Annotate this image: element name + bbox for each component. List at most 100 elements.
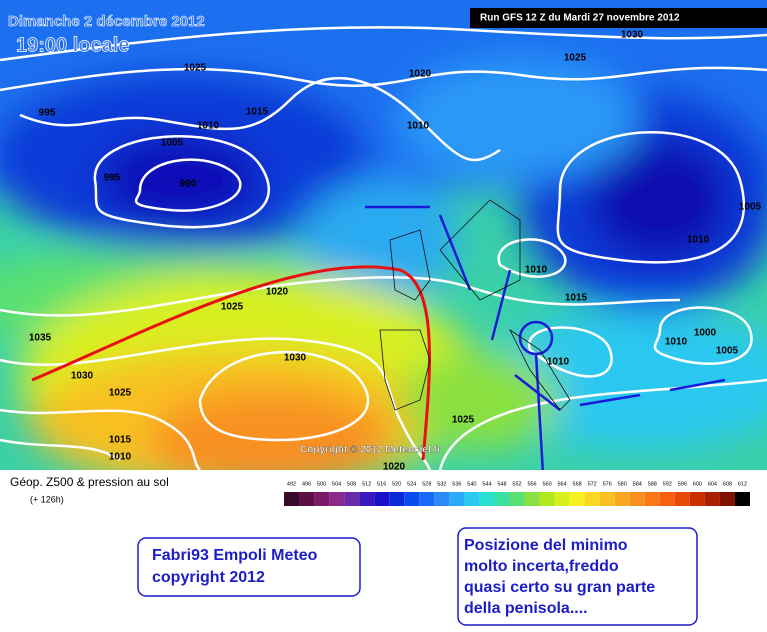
isobar-label: 995	[104, 173, 121, 184]
scale-label: 612	[738, 481, 747, 487]
copyright: Copyright © 2012 Meteociel.fr	[300, 445, 441, 456]
legend-title: Géop. Z500 & pression au sol	[10, 475, 169, 489]
scale-label: 508	[347, 481, 356, 487]
scale-label: 548	[497, 481, 506, 487]
isobar-label: 1005	[716, 346, 739, 357]
scale-swatch	[479, 492, 495, 506]
scale-label: 600	[693, 481, 702, 487]
scale-label: 516	[377, 481, 386, 487]
scale-label: 568	[573, 481, 582, 487]
scale-swatch	[464, 492, 480, 506]
isobar-label: 1010	[407, 121, 430, 132]
scale-label: 572	[588, 481, 597, 487]
scale-swatch	[554, 492, 570, 506]
scale-swatch	[374, 492, 390, 506]
comment: Posizione del minimo molto incerta,freddo…	[464, 537, 655, 617]
scale-swatch	[629, 492, 645, 506]
scale-swatch	[674, 492, 690, 506]
scale-label: 520	[392, 481, 401, 487]
isobar-label: 1020	[383, 462, 406, 473]
isobar-label: 1030	[284, 353, 307, 364]
isobar-label: 1000	[694, 328, 717, 339]
isobar-label: 1010	[547, 357, 570, 368]
isobar-label: 1015	[109, 435, 132, 446]
isobar-label: 1010	[687, 235, 710, 246]
scale-swatch	[569, 492, 585, 506]
scale-swatch	[614, 492, 630, 506]
scale-swatch	[299, 492, 315, 506]
scale-label: 512	[362, 481, 371, 487]
isobar-label: 1020	[266, 287, 289, 298]
comment-line: quasi certo su gran parte	[464, 579, 655, 596]
author-box	[137, 537, 361, 597]
isobar-label: 1005	[739, 202, 762, 213]
comment-line: Posizione del minimo	[464, 537, 628, 554]
isobar-label: 1025	[184, 63, 207, 74]
scale-label: 528	[422, 481, 431, 487]
geopotential-field	[0, 0, 767, 470]
scale-swatch	[404, 492, 420, 506]
comment-box	[457, 527, 698, 626]
scale-swatch	[584, 492, 600, 506]
isobar-labels: 1030 1025 1025 1020 995 1015 1010 1010 1005 995 99…	[29, 30, 762, 473]
scale-swatch	[659, 492, 675, 506]
scale-label: 540	[467, 481, 476, 487]
scale-swatch	[314, 492, 330, 506]
scale-swatch	[524, 492, 540, 506]
isobar-label: 1035	[29, 333, 52, 344]
date-label: Dimanche 2 décembre 2012	[8, 13, 205, 30]
isobar-label: 1010	[197, 121, 220, 132]
scale-swatch	[599, 492, 615, 506]
isobar-label: 1015	[565, 293, 588, 304]
comment-line: della penisola....	[464, 600, 588, 617]
scale-swatch	[509, 492, 525, 506]
time-label: 19:00 locale	[16, 34, 129, 56]
isobar-label: 1010	[109, 452, 132, 463]
scale-swatch	[284, 492, 300, 506]
scale-label: 560	[542, 481, 551, 487]
scale-label: 496	[302, 481, 311, 487]
scale-swatch	[494, 492, 510, 506]
scale-label: 592	[663, 481, 672, 487]
isobar-label: 995	[39, 108, 56, 119]
scale-label: 564	[558, 481, 567, 487]
scale-label: 536	[452, 481, 461, 487]
scale-label: 608	[723, 481, 732, 487]
scale-label: 492	[287, 481, 296, 487]
comment-line: molto incerta,freddo	[464, 558, 619, 575]
scale-swatch	[434, 492, 450, 506]
scale-swatch	[359, 492, 375, 506]
coastlines	[379, 199, 571, 411]
scale-label: 584	[633, 481, 642, 487]
scale-label: 504	[332, 481, 341, 487]
high-pressure-axis	[31, 265, 431, 461]
isobar-label: 1020	[409, 69, 432, 80]
scale-swatch	[719, 492, 735, 506]
run-banner	[470, 8, 767, 28]
isobar-label: 1030	[621, 30, 644, 41]
scale-label: 552	[512, 481, 521, 487]
scale-swatch	[389, 492, 405, 506]
scale-label: 604	[708, 481, 717, 487]
scale-swatch	[704, 492, 720, 506]
color-scale: 492 496 500 504 508 512 516 520 524 528 532 536 540 5…	[284, 481, 750, 506]
scale-label: 500	[317, 481, 326, 487]
scale-label: 576	[603, 481, 612, 487]
run-label: Run GFS 12 Z du Mardi 27 novembre 2012	[480, 13, 680, 24]
isobar-label: 1025	[564, 53, 587, 64]
isobar-label: 990	[180, 179, 197, 190]
scale-label: 596	[678, 481, 687, 487]
isobar-label: 1025	[221, 302, 244, 313]
scale-label: 544	[482, 481, 491, 487]
isobar-label: 1010	[665, 337, 688, 348]
legend-lead: (+ 126h)	[30, 494, 64, 504]
isobar-label: 1005	[161, 138, 184, 149]
isobar-label: 1025	[452, 415, 475, 426]
scale-swatch	[344, 492, 360, 506]
scale-label: 588	[648, 481, 657, 487]
isobar-label: 1030	[71, 371, 94, 382]
troughs	[365, 205, 726, 470]
map: 1030 1025 1025 1020 995 1015 1010 1010 1005 995 99…	[0, 0, 767, 473]
